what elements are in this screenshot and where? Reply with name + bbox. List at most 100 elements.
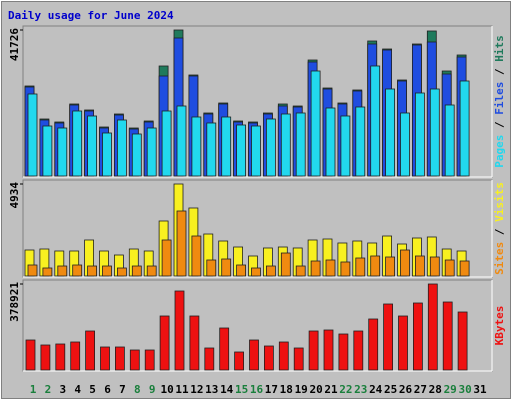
legend-entry: Visits [493,182,506,222]
bar [280,113,291,177]
bar [310,260,321,277]
bar [72,110,83,177]
bar [278,341,289,371]
bar [442,301,453,371]
x-tick-label: 7 [119,383,126,396]
bar [370,255,381,277]
bar [400,249,410,277]
bar [400,112,410,177]
bar [221,116,232,177]
bar [174,290,185,371]
x-tick-label: 15 [235,383,248,396]
bar [236,124,247,177]
bar [146,265,157,277]
legend-entry: Sites [493,242,506,275]
bar [310,70,321,177]
chart-title: Daily usage for June 2024 [8,9,174,22]
x-tick-label: 29 [444,383,457,396]
bar [265,265,276,277]
x-tick-label: 23 [354,383,367,396]
x-tick-label: 26 [399,383,413,396]
bar [385,256,396,277]
bar [85,330,95,371]
x-tick-label: 10 [160,383,173,396]
x-tick-label: 2 [45,383,52,396]
bar [251,267,261,277]
bar [385,88,396,177]
y-tick-label: 41726 [8,28,21,61]
bar [146,127,157,177]
bar [87,265,97,277]
legend: KBytes [493,306,506,346]
bar [176,105,187,177]
bar [27,93,38,177]
bar [249,339,259,371]
bar [191,235,202,277]
x-tick-label: 1 [30,383,37,396]
bar [189,315,200,371]
bar [414,255,425,277]
bar [221,258,232,277]
x-tick-label: 22 [339,383,352,396]
bar [206,259,217,277]
bar [87,115,97,177]
bar [57,127,68,177]
legend-entry: Files [493,82,506,115]
x-tick-label: 18 [280,383,293,396]
bar [353,330,364,371]
legend-entry: Pages [493,135,506,168]
x-tick-label: 24 [369,383,383,396]
x-tick-label: 4 [74,383,81,396]
bar [191,116,202,177]
x-tick-label: 16 [250,383,264,396]
bar [398,315,408,371]
bar [323,329,334,371]
legend-entry: Hits [493,35,506,62]
bar [325,107,336,177]
bar [234,351,245,371]
x-tick-label: 17 [265,383,278,396]
bar [280,252,291,277]
bar [115,346,125,371]
y-tick-label: 4934 [8,182,21,209]
bar [293,347,304,371]
bar [414,92,425,177]
bar [457,311,468,371]
bar [42,267,53,277]
bar [72,264,83,277]
bar [444,259,455,277]
bar [25,339,36,371]
bar [251,125,261,177]
bar [161,239,172,277]
bar [206,122,217,177]
bar [70,341,81,371]
bar [295,265,306,277]
x-tick-label: 19 [295,383,308,396]
bar [42,125,53,177]
legend-separator: / [493,222,506,242]
legend: Pages / Files / Hits [493,35,506,168]
bar [370,65,381,177]
legend-entry: KBytes [493,306,506,346]
bar [383,303,394,371]
x-tick-label: 12 [190,383,203,396]
y-tick-label: 378921 [8,282,21,322]
bar [263,345,274,371]
bar [131,265,142,277]
x-tick-label: 28 [429,383,442,396]
bar [338,333,349,371]
bar [57,265,68,277]
bar [176,210,187,277]
bar [219,327,230,371]
bar [144,349,155,371]
x-tick-label: 21 [324,383,338,396]
bar [131,133,142,177]
bar [102,265,112,277]
bar [265,118,276,177]
x-tick-label: 30 [458,383,471,396]
bar [355,257,366,277]
bar [412,302,423,371]
bar [117,267,127,277]
legend: Sites / Visits [493,182,506,275]
